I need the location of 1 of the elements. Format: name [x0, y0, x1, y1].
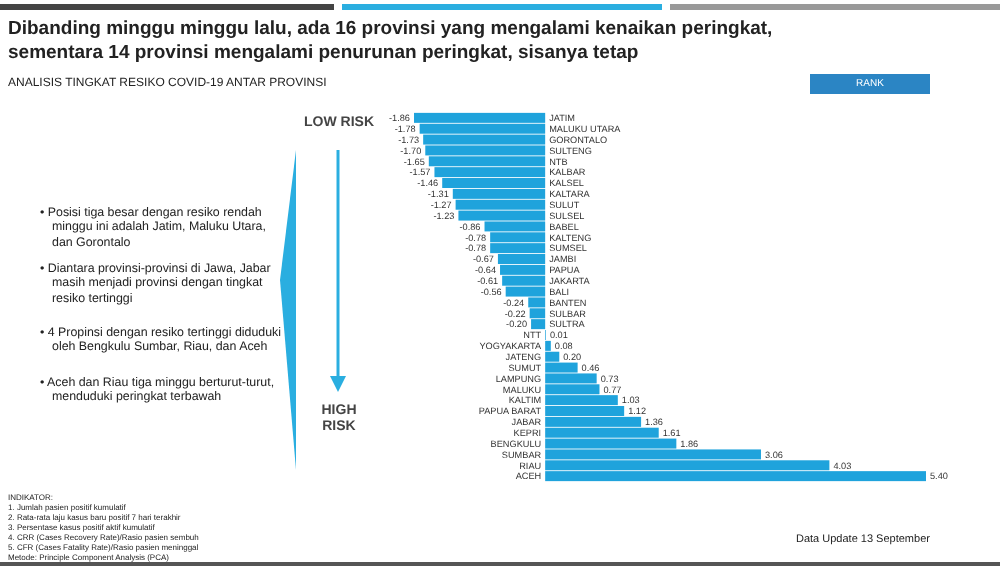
chart-title: Dibanding minggu minggu lalu, ada 16 provinsi yang mengalami kenaikan peringkat, sementara 14 provinsi mengalami penurunan peringkat, sisanya tetap: [8, 18, 775, 66]
